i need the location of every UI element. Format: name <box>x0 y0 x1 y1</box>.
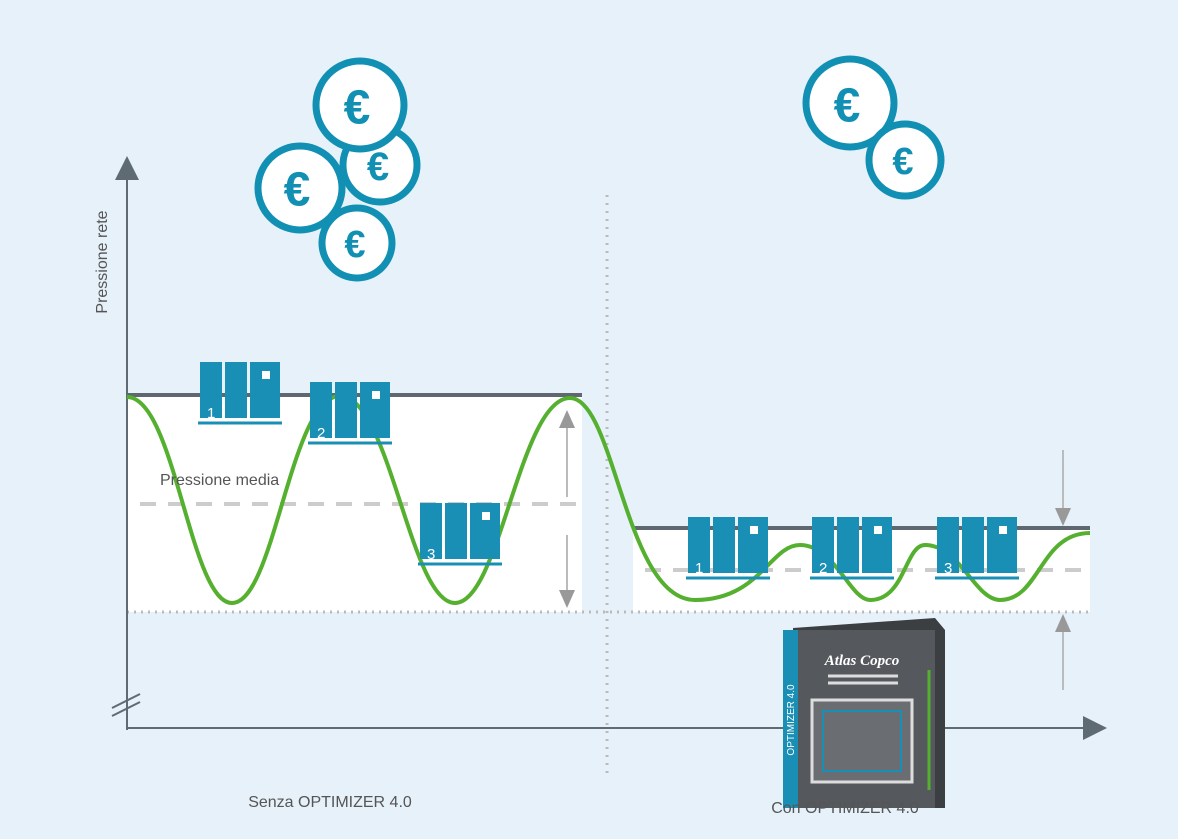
coin-symbol: € <box>834 80 861 133</box>
y-axis-label: Pressione rete <box>94 210 111 313</box>
coin-symbol: € <box>367 145 389 189</box>
compressor-number: 3 <box>944 560 952 577</box>
compressor-number: 1 <box>695 560 703 577</box>
coin-symbol: € <box>892 141 913 183</box>
compressor-number: 2 <box>317 425 325 442</box>
compressor: 1 <box>198 362 282 423</box>
coin: € <box>316 61 404 149</box>
page: 1 2 3 1 2 3 € € € € € € OPTIMIZER 4.0 At… <box>0 0 1178 839</box>
coin: € <box>869 124 941 196</box>
section-label: Con OPTIMIZER 4.0 <box>771 800 919 817</box>
compressor: 1 <box>686 517 770 578</box>
controller-brand: Atlas Copco <box>824 653 900 669</box>
section-label: Senza OPTIMIZER 4.0 <box>248 794 412 811</box>
coin-symbol: € <box>344 82 371 135</box>
compressor: 3 <box>418 503 502 564</box>
controller: OPTIMIZER 4.0 Atlas Copco <box>783 618 945 808</box>
compressor-number: 2 <box>819 560 827 577</box>
average-label: Pressione media <box>160 472 279 489</box>
compressor: 3 <box>935 517 1019 578</box>
compressor-number: 1 <box>207 405 215 422</box>
coin-symbol: € <box>284 164 311 217</box>
coin: € <box>258 146 342 230</box>
controller-name: OPTIMIZER 4.0 <box>786 684 797 756</box>
diagram: 1 2 3 1 2 3 € € € € € € OPTIMIZER 4.0 At… <box>0 0 1178 839</box>
compressor-number: 3 <box>427 546 435 563</box>
compressor: 2 <box>810 517 894 578</box>
coin-symbol: € <box>344 224 365 266</box>
compressor: 2 <box>308 382 392 443</box>
